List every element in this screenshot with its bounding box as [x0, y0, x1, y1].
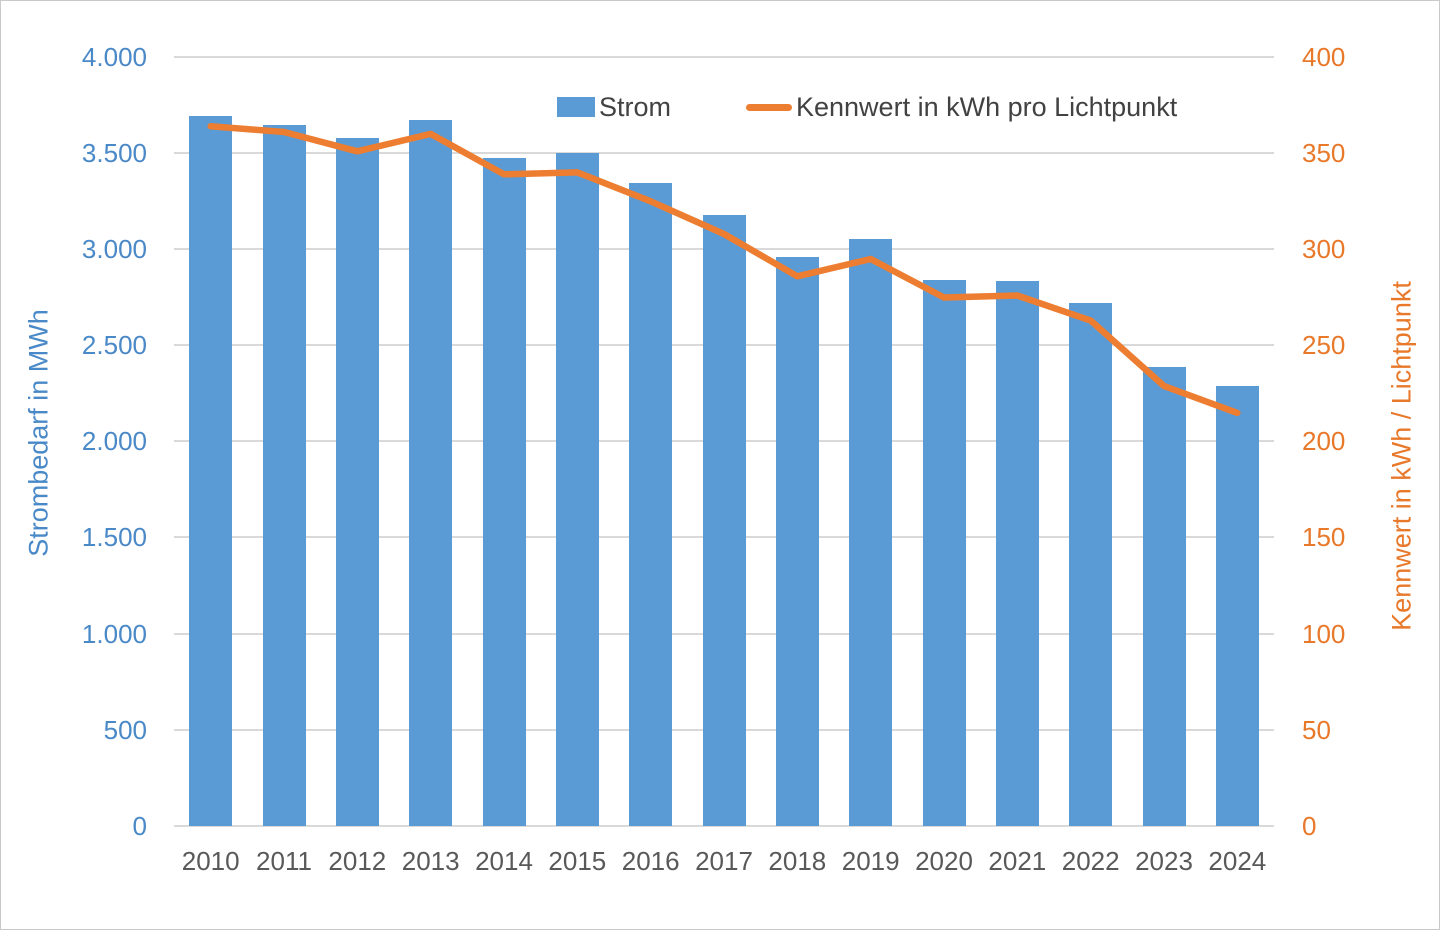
y-tick-label-right: 100	[1302, 618, 1346, 649]
legend-label-kennwert: Kennwert in kWh pro Lichtpunkt	[796, 91, 1178, 122]
bar-2024	[1215, 386, 1259, 826]
y-tick-label-left: 1.500	[81, 522, 147, 553]
bar-2020	[922, 279, 966, 826]
y-tick-label-right: 400	[1302, 41, 1346, 72]
y-tick-label-left: 0	[132, 811, 147, 841]
legend-item-strom: Strom	[557, 91, 671, 123]
x-tick-label: 2020	[915, 846, 973, 876]
x-tick-label: 2011	[256, 846, 312, 876]
bar-2017	[702, 215, 746, 826]
bar-2019	[849, 239, 893, 826]
y-tick-label-right: 300	[1302, 233, 1346, 264]
x-tick-label: 2010	[181, 846, 240, 876]
bar-2016	[629, 183, 673, 826]
y-tick-label-right: 350	[1302, 137, 1346, 168]
right-axis-title: Kennwert in kWh / Lichtpunkt	[1386, 281, 1417, 631]
y-tick-label-right: 150	[1302, 522, 1346, 553]
bar-2021	[995, 280, 1039, 826]
y-tick-label-left: 500	[103, 714, 147, 745]
y-tick-label-left: 1.000	[81, 618, 147, 649]
bar-2014	[482, 158, 526, 826]
kennwert-line	[207, 122, 1241, 416]
y-tick-label-left: 2.500	[81, 330, 147, 361]
x-tick-label: 2023	[1135, 846, 1193, 876]
legend-item-kennwert: Kennwert in kWh pro Lichtpunkt	[746, 91, 1177, 123]
bar-2023	[1142, 367, 1186, 826]
x-tick-label: 2024	[1208, 846, 1267, 876]
x-tick-label: 2019	[841, 846, 900, 876]
gridline	[174, 55, 1274, 58]
x-tick-label: 2017	[695, 846, 753, 876]
y-tick-label-left: 4.000	[81, 41, 147, 72]
x-tick-label: 2013	[401, 846, 460, 876]
x-tick-label: 2012	[328, 846, 387, 876]
bar-2022	[1069, 302, 1113, 826]
x-tick-label: 2014	[475, 846, 533, 876]
left-axis-title: Strombedarf in MWh	[23, 309, 54, 557]
bar-2011	[262, 124, 306, 826]
bar-2012	[335, 138, 379, 826]
x-tick-label: 2018	[768, 846, 827, 876]
legend-swatch-strom	[557, 97, 595, 117]
legend-label-strom: Strom	[599, 91, 672, 122]
bar-2018	[775, 256, 819, 826]
y-tick-label-left: 2.000	[81, 426, 147, 457]
gridline	[174, 825, 1274, 827]
bar-2010	[189, 116, 233, 826]
y-tick-label-left: 3.000	[81, 233, 147, 264]
y-tick-label-left: 3.500	[81, 137, 147, 168]
bar-2015	[555, 152, 599, 826]
x-tick-label: 2022	[1061, 846, 1120, 876]
gridline	[174, 151, 1274, 154]
y-tick-label-right: 50	[1302, 714, 1331, 745]
y-tick-label-right: 200	[1302, 426, 1346, 457]
y-tick-label-right: 0	[1302, 811, 1317, 841]
line-series-layer	[207, 122, 1241, 416]
legend-swatch-kennwert	[746, 103, 792, 111]
x-tick-label: 2021	[988, 846, 1047, 876]
x-tick-label: 2016	[621, 846, 680, 876]
x-tick-label: 2015	[548, 846, 607, 876]
bar-2013	[409, 119, 453, 826]
y-tick-label-right: 250	[1302, 330, 1346, 361]
